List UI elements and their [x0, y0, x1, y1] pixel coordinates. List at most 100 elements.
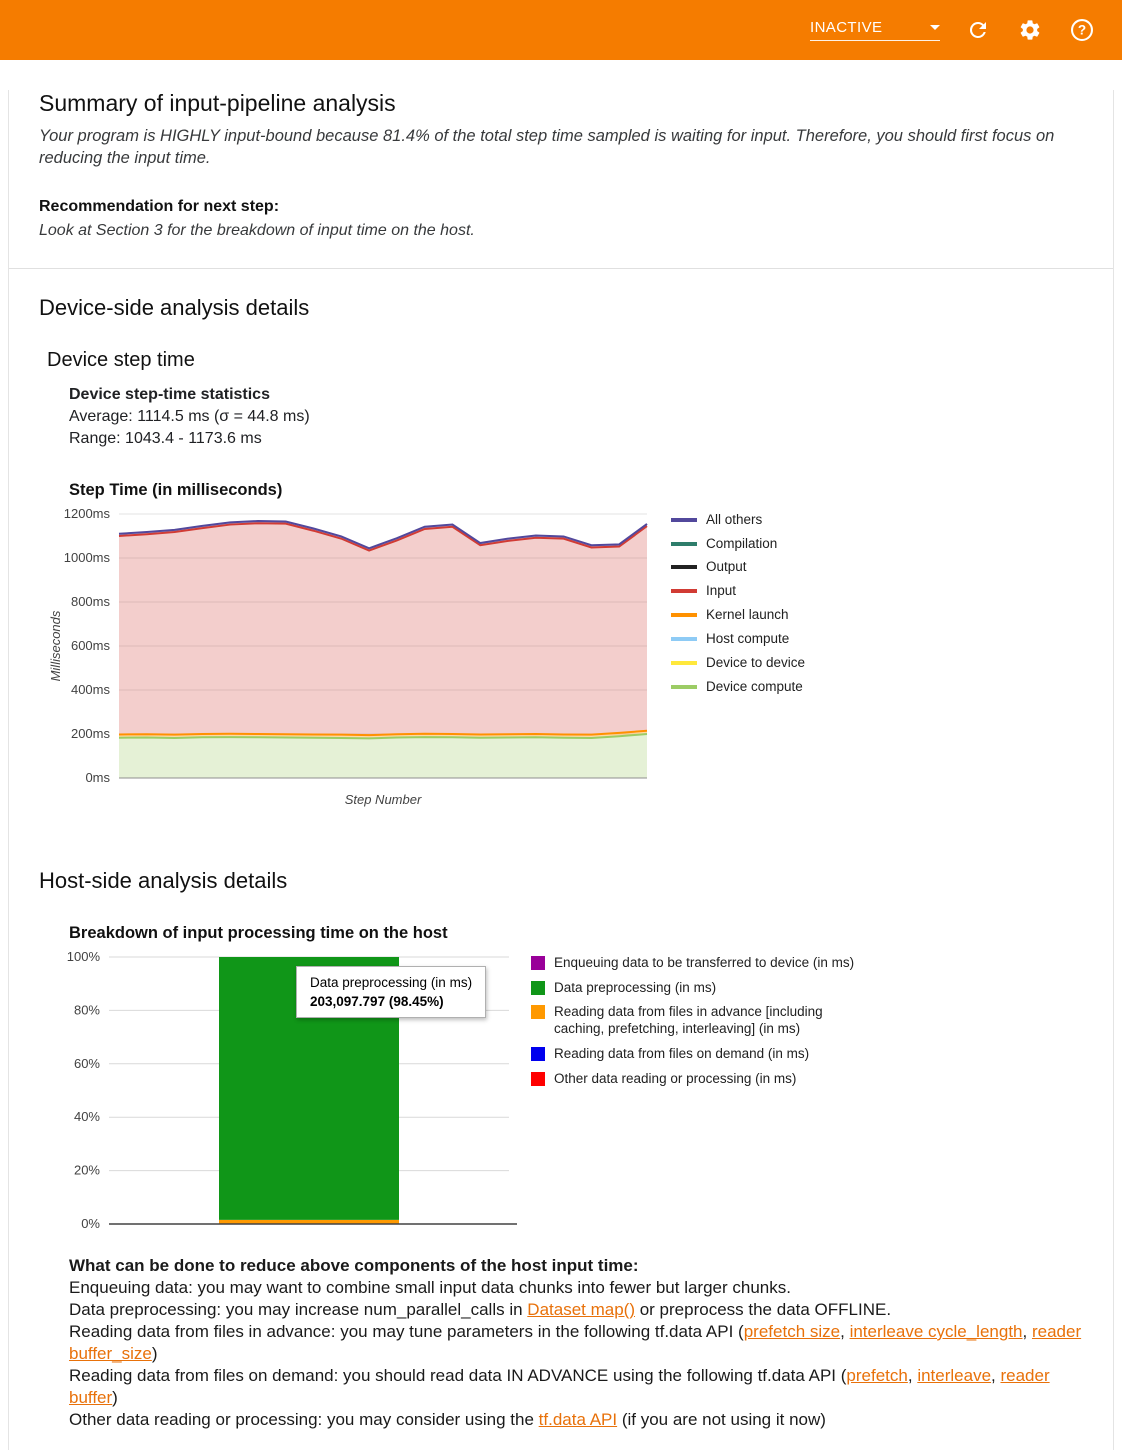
advice-text: Reading data from files in advance: you …: [69, 1321, 744, 1341]
chart-tooltip: Data preprocessing (in ms) 203,097.797 (…: [296, 965, 487, 1018]
advice-reading-advance: Reading data from files in advance: you …: [69, 1321, 1083, 1365]
legend-swatch: [671, 541, 697, 546]
legend-label: Input: [706, 583, 737, 599]
advice-link[interactable]: Dataset map(): [527, 1299, 635, 1319]
svg-text:60%: 60%: [74, 1056, 100, 1071]
advice-other: Other data reading or processing: you ma…: [69, 1409, 1083, 1431]
device-side-section: Device-side analysis details Device step…: [39, 295, 1083, 818]
legend-label: Output: [706, 559, 747, 575]
svg-text:1000ms: 1000ms: [64, 550, 111, 565]
legend-item: Kernel launch: [671, 607, 805, 624]
advice-text: Other data reading or processing: you ma…: [69, 1410, 539, 1430]
step-time-chart-legend: All others Compilation Output Input Kernel l…: [671, 506, 805, 696]
device-step-time-title: Device step time: [47, 348, 195, 371]
step-time-chart-area: 0ms 200ms 400ms 600ms 800ms 1000ms 1200ms Milli…: [47, 506, 1083, 818]
legend-swatch: [531, 1072, 545, 1087]
caret-down-icon: [930, 25, 940, 30]
advice-link[interactable]: interleave cycle_length: [849, 1321, 1023, 1341]
svg-text:100%: 100%: [67, 949, 101, 964]
legend-item: Other data reading or processing (in ms): [531, 1071, 861, 1088]
advice-text: Data preprocessing: you may increase num…: [69, 1299, 528, 1319]
svg-text:200ms: 200ms: [71, 726, 111, 741]
legend-swatch: [671, 637, 697, 642]
advice-link[interactable]: reader buffer: [69, 1366, 1050, 1408]
advice-link[interactable]: interleave: [917, 1366, 992, 1386]
refresh-icon: [966, 18, 990, 42]
help-button[interactable]: ?: [1068, 16, 1096, 44]
host-breakdown-chart-title: Breakdown of input processing time on th…: [69, 923, 448, 942]
legend-swatch: [671, 517, 697, 522]
tooltip-series-name: Data preprocessing (in ms): [310, 974, 473, 990]
legend-label: Reading data from files on demand (in ms…: [554, 1046, 810, 1062]
legend-label: Device to device: [706, 654, 806, 670]
host-section-title: Host-side analysis details: [39, 867, 288, 893]
advice-text: ): [112, 1388, 118, 1408]
advice-text: ,: [1022, 1321, 1032, 1341]
legend-item: Input: [671, 583, 805, 600]
legend-label: Enqueuing data to be transferred to devi…: [554, 954, 855, 970]
step-time-chart[interactable]: 0ms 200ms 400ms 600ms 800ms 1000ms 1200ms Milli…: [47, 506, 657, 818]
legend-swatch: [531, 980, 545, 995]
legend-swatch: [671, 565, 697, 570]
legend-label: Reading data from files in advance [incl…: [554, 1004, 823, 1037]
legend-item: Reading data from files in advance [incl…: [531, 1004, 861, 1038]
legend-label: Kernel launch: [706, 607, 789, 623]
advice-link[interactable]: reader buffer_size: [69, 1321, 1082, 1364]
legend-item: Host compute: [671, 631, 805, 648]
legend-item: Enqueuing data to be transferred to devi…: [531, 955, 861, 972]
device-step-time-stats: Device step-time statistics Average: 111…: [69, 384, 1083, 451]
legend-label: Device compute: [706, 678, 803, 694]
svg-text:Milliseconds: Milliseconds: [48, 610, 63, 681]
advice-link[interactable]: prefetch size: [743, 1321, 841, 1341]
legend-item: Compilation: [671, 536, 805, 553]
svg-text:600ms: 600ms: [71, 638, 111, 653]
legend-swatch: [531, 1005, 545, 1020]
svg-text:80%: 80%: [74, 1002, 100, 1017]
legend-label: Other data reading or processing (in ms): [554, 1071, 797, 1087]
advice-text: ,: [907, 1366, 918, 1386]
advice-text: ): [151, 1344, 158, 1364]
summary-body: Your program is HIGHLY input-bound becau…: [39, 127, 1055, 168]
svg-text:40%: 40%: [74, 1109, 100, 1124]
legend-label: All others: [706, 511, 763, 527]
advice-link[interactable]: tf.data API: [538, 1410, 618, 1430]
advice-text-block: What can be done to reduce above compone…: [69, 1255, 1083, 1432]
svg-text:?: ?: [1078, 23, 1086, 38]
advice-link[interactable]: prefetch: [846, 1366, 908, 1386]
refresh-button[interactable]: [964, 16, 992, 44]
svg-text:400ms: 400ms: [71, 682, 111, 697]
advice-text: ,: [991, 1366, 1001, 1386]
settings-icon: [1018, 18, 1042, 42]
settings-button[interactable]: [1016, 16, 1044, 44]
stats-range: Range: 1043.4 - 1173.6 ms: [69, 430, 262, 448]
advice-text: Reading data from files on demand: you s…: [69, 1366, 847, 1386]
svg-text:1200ms: 1200ms: [64, 506, 111, 521]
capture-status-dropdown[interactable]: INACTIVE: [810, 19, 940, 41]
legend-item: Output: [671, 559, 805, 576]
advice-reading-demand: Reading data from files on demand: you s…: [69, 1365, 1083, 1409]
legend-item: Device compute: [671, 679, 805, 696]
legend-item: Reading data from files on demand (in ms…: [531, 1046, 861, 1063]
legend-swatch: [671, 589, 697, 594]
svg-text:20%: 20%: [74, 1162, 100, 1177]
advice-text: Enqueuing data: you may want to combine …: [69, 1277, 791, 1297]
host-breakdown-chart-legend: Enqueuing data to be transferred to devi…: [531, 949, 861, 1088]
summary-title: Summary of input-pipeline analysis: [39, 90, 396, 116]
host-side-section: Host-side analysis details Breakdown of …: [39, 868, 1083, 1432]
advice-enqueuing: Enqueuing data: you may want to combine …: [69, 1277, 1083, 1299]
legend-item: All others: [671, 512, 805, 529]
help-icon: ?: [1069, 17, 1095, 43]
svg-text:0%: 0%: [81, 1216, 100, 1231]
legend-label: Host compute: [706, 631, 790, 647]
tooltip-value: 203,097.797 (98.45%): [310, 993, 444, 1009]
advice-heading: What can be done to reduce above compone…: [69, 1255, 639, 1275]
legend-swatch: [671, 613, 697, 618]
advice-preprocessing: Data preprocessing: you may increase num…: [69, 1299, 1083, 1321]
advice-text: ,: [840, 1321, 850, 1341]
legend-label: Compilation: [706, 535, 778, 551]
legend-item: Device to device: [671, 655, 805, 672]
app-toolbar: INACTIVE ?: [0, 0, 1122, 60]
step-time-chart-title: Step Time (in milliseconds): [69, 480, 283, 499]
svg-text:800ms: 800ms: [71, 594, 111, 609]
